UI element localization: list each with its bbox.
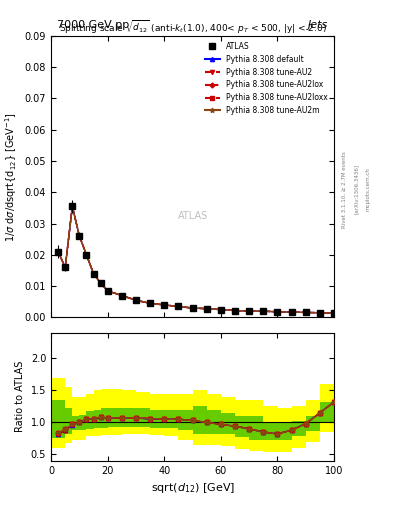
Legend: ATLAS, Pythia 8.308 default, Pythia 8.308 tune-AU2, Pythia 8.308 tune-AU2lox, Py: ATLAS, Pythia 8.308 default, Pythia 8.30… [202,39,330,117]
X-axis label: sqrt($d_{12}$) [GeV]: sqrt($d_{12}$) [GeV] [151,481,235,495]
Text: ATLAS: ATLAS [178,211,208,221]
Text: mcplots.cern.ch: mcplots.cern.ch [365,167,371,211]
Y-axis label: 1/$\sigma$ d$\sigma$/dsqrt{d$_{12}$} [GeV$^{-1}$]: 1/$\sigma$ d$\sigma$/dsqrt{d$_{12}$} [Ge… [4,112,19,242]
Text: [arXiv:1306.3436]: [arXiv:1306.3436] [354,164,359,215]
Text: Rivet 3.1.10, ≥ 2.7M events: Rivet 3.1.10, ≥ 2.7M events [342,151,347,228]
Text: Jets: Jets [308,20,329,30]
Title: Splitting scale $\sqrt{d_{12}}$ (anti-$k_t$(1.0), 400< $p_T$ < 500, |y| < 2.0): Splitting scale $\sqrt{d_{12}}$ (anti-$k… [59,18,327,36]
Y-axis label: Ratio to ATLAS: Ratio to ATLAS [15,361,25,433]
Text: 7000 GeV pp: 7000 GeV pp [57,20,129,30]
